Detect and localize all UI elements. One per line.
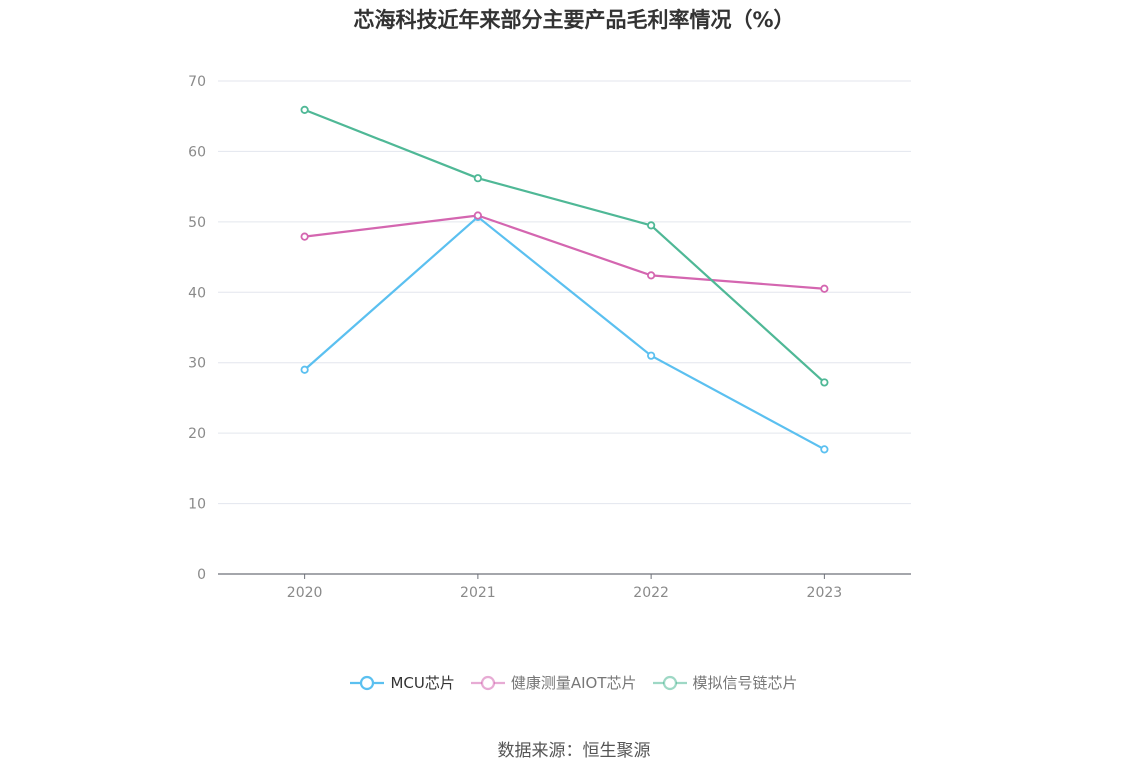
data-point (820, 445, 829, 454)
series-1 (300, 212, 829, 454)
x-tick-label: 2022 (633, 585, 669, 601)
y-tick-label: 20 (188, 426, 206, 442)
data-point (300, 232, 309, 241)
legend-line-marker-icon (652, 675, 687, 690)
series-line (304, 108, 826, 384)
data-point (647, 271, 656, 280)
series-2 (300, 211, 829, 293)
legend-label: MCU芯片 (390, 674, 455, 692)
data-point (647, 351, 656, 360)
legend-item[interactable]: 模拟信号链芯片 (652, 672, 798, 693)
data-point (300, 365, 309, 374)
x-tick-label: 2020 (287, 585, 323, 601)
legend-item[interactable]: 健康测量AIOT芯片 (470, 672, 637, 693)
data-point (820, 378, 829, 387)
y-tick-label: 50 (188, 215, 206, 231)
data-point (473, 174, 482, 183)
x-tick-label: 2023 (807, 585, 843, 601)
axes: 0 10 20 30 40 50 60 70 2020 2021 2022 2023 (188, 74, 911, 601)
legend-label: 健康测量AIOT芯片 (510, 674, 637, 692)
y-tick-label: 30 (188, 356, 206, 372)
line-chart: 0 10 20 30 40 50 60 70 2020 2021 2022 2023 (188, 74, 911, 601)
legend: MCU芯片 健康测量AIOT芯片 模拟信号链芯片 (0, 672, 1148, 693)
y-tick-label: 0 (197, 567, 206, 583)
series-line (303, 215, 825, 451)
x-tick-label: 2021 (460, 585, 496, 601)
series-3 (300, 105, 829, 387)
data-point (820, 284, 829, 293)
data-point (300, 105, 309, 114)
y-tick-label: 40 (188, 285, 206, 301)
legend-line-marker-icon (350, 675, 385, 690)
data-point (647, 221, 656, 230)
series-lines (300, 105, 829, 454)
data-source: 数据来源：恒生聚源 (497, 741, 651, 761)
chart-title: 芯海科技近年来部分主要产品毛利率情况（%） (353, 8, 795, 32)
data-point (473, 211, 482, 220)
legend-label: 模拟信号链芯片 (692, 674, 798, 692)
series-line (304, 214, 825, 290)
legend-item[interactable]: MCU芯片 (350, 672, 455, 693)
y-tick-label: 70 (188, 74, 206, 90)
y-tick-label: 60 (188, 144, 206, 160)
grid-lines (218, 80, 911, 505)
y-tick-label: 10 (188, 497, 206, 513)
legend-line-marker-icon (470, 675, 505, 690)
